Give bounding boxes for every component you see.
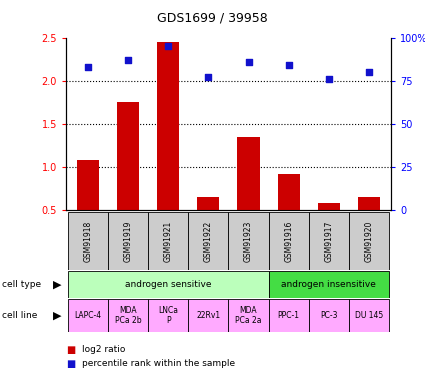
Text: percentile rank within the sample: percentile rank within the sample — [82, 359, 235, 368]
Text: PPC-1: PPC-1 — [278, 311, 300, 320]
Bar — [318, 203, 340, 210]
Text: DU 145: DU 145 — [355, 311, 383, 320]
Bar — [157, 42, 179, 210]
Point — [285, 62, 292, 68]
Text: GSM91921: GSM91921 — [164, 220, 173, 262]
Bar — [309, 212, 349, 270]
Point — [366, 69, 372, 75]
Point — [205, 74, 212, 80]
Bar — [188, 212, 229, 270]
Bar — [278, 174, 300, 210]
Text: GSM91917: GSM91917 — [324, 220, 333, 262]
Text: androgen insensitive: androgen insensitive — [281, 280, 376, 289]
Bar — [68, 212, 108, 270]
Text: cell type: cell type — [2, 280, 41, 289]
Text: ▶: ▶ — [53, 310, 62, 320]
Text: ▶: ▶ — [53, 280, 62, 290]
Text: cell line: cell line — [2, 311, 37, 320]
Text: ■: ■ — [66, 359, 75, 369]
Bar — [269, 271, 389, 298]
Bar — [108, 299, 148, 332]
Text: MDA
PCa 2b: MDA PCa 2b — [115, 306, 142, 325]
Bar — [269, 212, 309, 270]
Point — [125, 57, 131, 63]
Bar — [148, 299, 188, 332]
Bar — [108, 212, 148, 270]
Text: GSM91918: GSM91918 — [83, 220, 93, 262]
Bar — [229, 212, 269, 270]
Bar — [188, 299, 229, 332]
Point — [326, 76, 332, 82]
Bar — [358, 197, 380, 210]
Bar — [77, 160, 99, 210]
Text: GSM91923: GSM91923 — [244, 220, 253, 262]
Text: LAPC-4: LAPC-4 — [74, 311, 102, 320]
Bar — [68, 271, 269, 298]
Text: log2 ratio: log2 ratio — [82, 345, 125, 354]
Bar — [68, 299, 108, 332]
Text: MDA
PCa 2a: MDA PCa 2a — [235, 306, 262, 325]
Bar — [269, 299, 309, 332]
Text: ■: ■ — [66, 345, 75, 354]
Bar — [349, 212, 389, 270]
Point — [85, 64, 91, 70]
Text: androgen sensitive: androgen sensitive — [125, 280, 212, 289]
Point — [165, 43, 172, 49]
Text: PC-3: PC-3 — [320, 311, 337, 320]
Bar — [309, 299, 349, 332]
Text: GSM91922: GSM91922 — [204, 220, 213, 262]
Point — [245, 58, 252, 64]
Text: GSM91919: GSM91919 — [124, 220, 133, 262]
Text: GSM91916: GSM91916 — [284, 220, 293, 262]
Bar — [349, 299, 389, 332]
Bar — [229, 299, 269, 332]
Text: GDS1699 / 39958: GDS1699 / 39958 — [157, 11, 268, 24]
Bar — [117, 102, 139, 210]
Bar — [197, 197, 219, 210]
Bar — [238, 137, 260, 210]
Bar — [148, 212, 188, 270]
Text: GSM91920: GSM91920 — [364, 220, 374, 262]
Text: LNCa
P: LNCa P — [158, 306, 178, 325]
Text: 22Rv1: 22Rv1 — [196, 311, 221, 320]
